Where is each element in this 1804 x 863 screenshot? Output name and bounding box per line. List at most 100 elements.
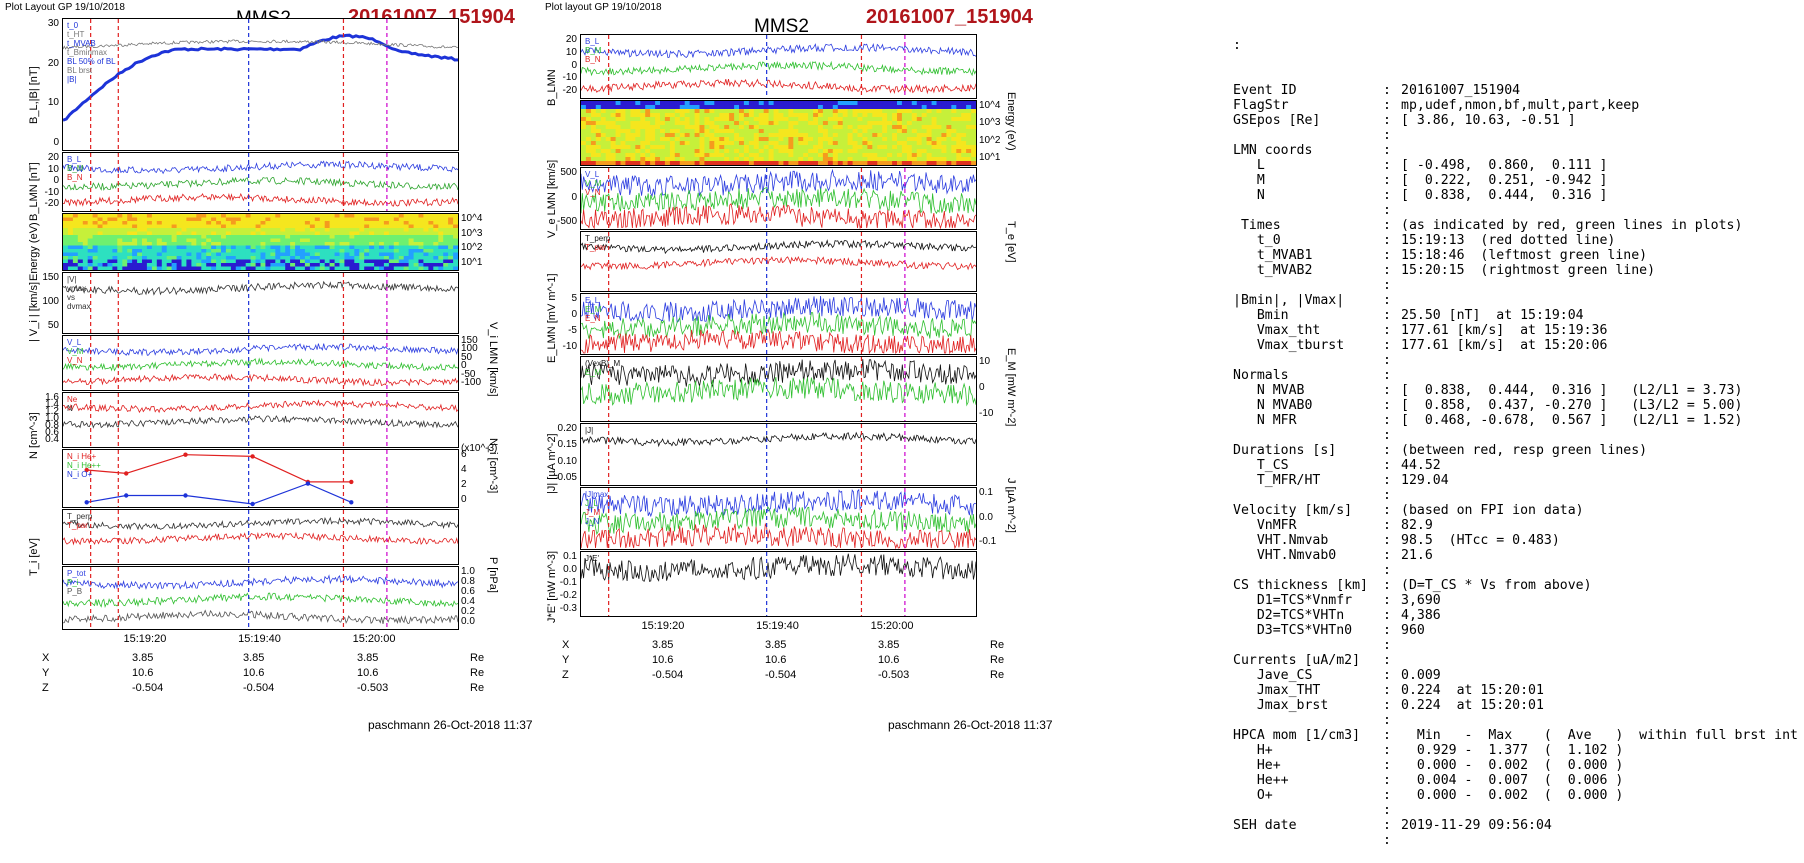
spectrogram-cell xyxy=(379,224,385,229)
y-tick-label-right: 0.0 xyxy=(979,511,993,523)
spectrogram-cell xyxy=(364,252,370,257)
spectrogram-cell xyxy=(354,217,360,222)
spectrogram-cell xyxy=(250,245,257,250)
spectrogram-cell xyxy=(235,245,242,250)
spectrogram-cell xyxy=(655,145,661,150)
spectrogram-cell xyxy=(309,217,316,222)
spectrogram-cell xyxy=(941,157,947,162)
spectrogram-cell xyxy=(250,242,257,247)
spectrogram-cell xyxy=(290,252,296,257)
series-line xyxy=(581,78,976,95)
spectrogram-cell xyxy=(418,224,424,229)
spectrogram-cell xyxy=(191,259,197,264)
table-key: GSEpos [Re] xyxy=(1233,113,1321,128)
spectrogram-cell xyxy=(936,121,942,126)
spectrogram-cell xyxy=(605,121,612,126)
spectrogram-cell xyxy=(250,252,257,257)
spectrogram-cell xyxy=(324,252,331,257)
spectrogram-cell xyxy=(724,109,730,114)
spectrogram-cell xyxy=(605,149,612,154)
y-tick-label-right: 1.0 xyxy=(461,566,475,577)
spectrogram-cell xyxy=(605,105,612,110)
spectrogram-cell xyxy=(97,228,104,233)
spectrogram-cell xyxy=(309,221,316,226)
spectrogram-cell xyxy=(585,137,592,142)
spectrogram-cell xyxy=(906,149,913,154)
spectrogram-cell xyxy=(699,145,705,150)
spectrogram-cell xyxy=(334,221,341,226)
spectrogram-cell xyxy=(196,252,202,257)
spectrogram-cell xyxy=(67,242,74,247)
spectrogram-cell xyxy=(650,157,656,162)
spectrogram-cell xyxy=(156,217,163,222)
middle-panel-7-legend: |J| xyxy=(585,426,593,435)
spectrogram-cell xyxy=(956,145,962,150)
spectrogram-cell xyxy=(334,231,341,236)
table-value: (D=T_CS * Vs from above) xyxy=(1401,578,1592,593)
table-row: Durations [s]: (between red, resp green l… xyxy=(1233,443,1798,458)
spectrogram-cell xyxy=(428,217,434,222)
spectrogram-cell xyxy=(645,157,651,162)
spectrogram-cell xyxy=(225,221,232,226)
spectrogram-cell xyxy=(314,266,321,270)
spectrogram-cell xyxy=(946,161,952,165)
spectrogram-cell xyxy=(966,113,972,118)
spectrogram-cell xyxy=(230,249,237,254)
spectrogram-cell xyxy=(585,133,592,138)
left-ephem-axis-label: X xyxy=(42,652,50,664)
spectrogram-cell xyxy=(383,263,390,268)
spectrogram-cell xyxy=(275,249,281,254)
spectrogram-cell xyxy=(739,149,745,154)
spectrogram-cell xyxy=(803,153,809,158)
spectrogram-cell xyxy=(453,242,458,247)
spectrogram-cell xyxy=(610,101,617,106)
spectrogram-cell xyxy=(176,266,183,270)
legend-item: t_MVAB xyxy=(67,39,96,48)
spectrogram-cell xyxy=(684,105,691,110)
spectrogram-cell xyxy=(181,235,187,240)
spectrogram-cell xyxy=(156,252,163,257)
spectrogram-cell xyxy=(186,249,192,254)
spectrogram-cell xyxy=(285,245,291,250)
middle-panel-8-legend: |J|max J_L J_M J_N xyxy=(585,490,608,526)
spectrogram-cell xyxy=(196,263,202,268)
spectrogram-cell xyxy=(931,149,938,154)
spectrogram-cell xyxy=(966,133,972,138)
spectrogram-cell xyxy=(428,249,434,254)
spectrogram-cell xyxy=(951,101,957,106)
spectrogram-cell xyxy=(137,263,143,268)
spectrogram-cell xyxy=(255,256,262,261)
spectrogram-cell xyxy=(156,266,163,270)
spectrogram-cell xyxy=(201,214,207,219)
spectrogram-cell xyxy=(280,263,286,268)
spectrogram-cell xyxy=(783,101,789,106)
middle-panel-8: |J|max J_L J_M J_N xyxy=(580,487,977,550)
spectrogram-cell xyxy=(818,157,824,162)
spectrogram-cell xyxy=(369,238,375,243)
spectrogram-cell xyxy=(615,109,622,114)
spectrogram-cell xyxy=(704,149,710,154)
spectrogram-cell xyxy=(314,249,321,254)
legend-item: |B| xyxy=(67,75,77,84)
spectrogram-cell xyxy=(709,157,715,162)
spectrogram-cell xyxy=(369,266,375,270)
series-line xyxy=(63,343,458,357)
spectrogram-cell xyxy=(423,242,429,247)
spectrogram-cell xyxy=(901,133,908,138)
spectrogram-cell xyxy=(319,249,326,254)
spectrogram-cell xyxy=(393,224,400,229)
spectrogram-cell xyxy=(600,141,607,146)
spectrogram-cell xyxy=(97,259,104,264)
spectrogram-cell xyxy=(245,231,252,236)
y-tick-label-right: 10^4 xyxy=(461,213,483,224)
spectrogram-cell xyxy=(127,235,133,240)
series-line xyxy=(581,255,976,271)
spectrogram-cell xyxy=(403,259,410,264)
left-ephem-value: 3.85 xyxy=(357,652,379,664)
spectrogram-cell xyxy=(354,221,360,226)
spectrogram-cell xyxy=(250,263,257,268)
spectrogram-cell xyxy=(428,235,434,240)
legend-item: Ne xyxy=(67,395,78,404)
spectrogram-cell xyxy=(748,129,755,134)
spectrogram-cell xyxy=(813,145,819,150)
